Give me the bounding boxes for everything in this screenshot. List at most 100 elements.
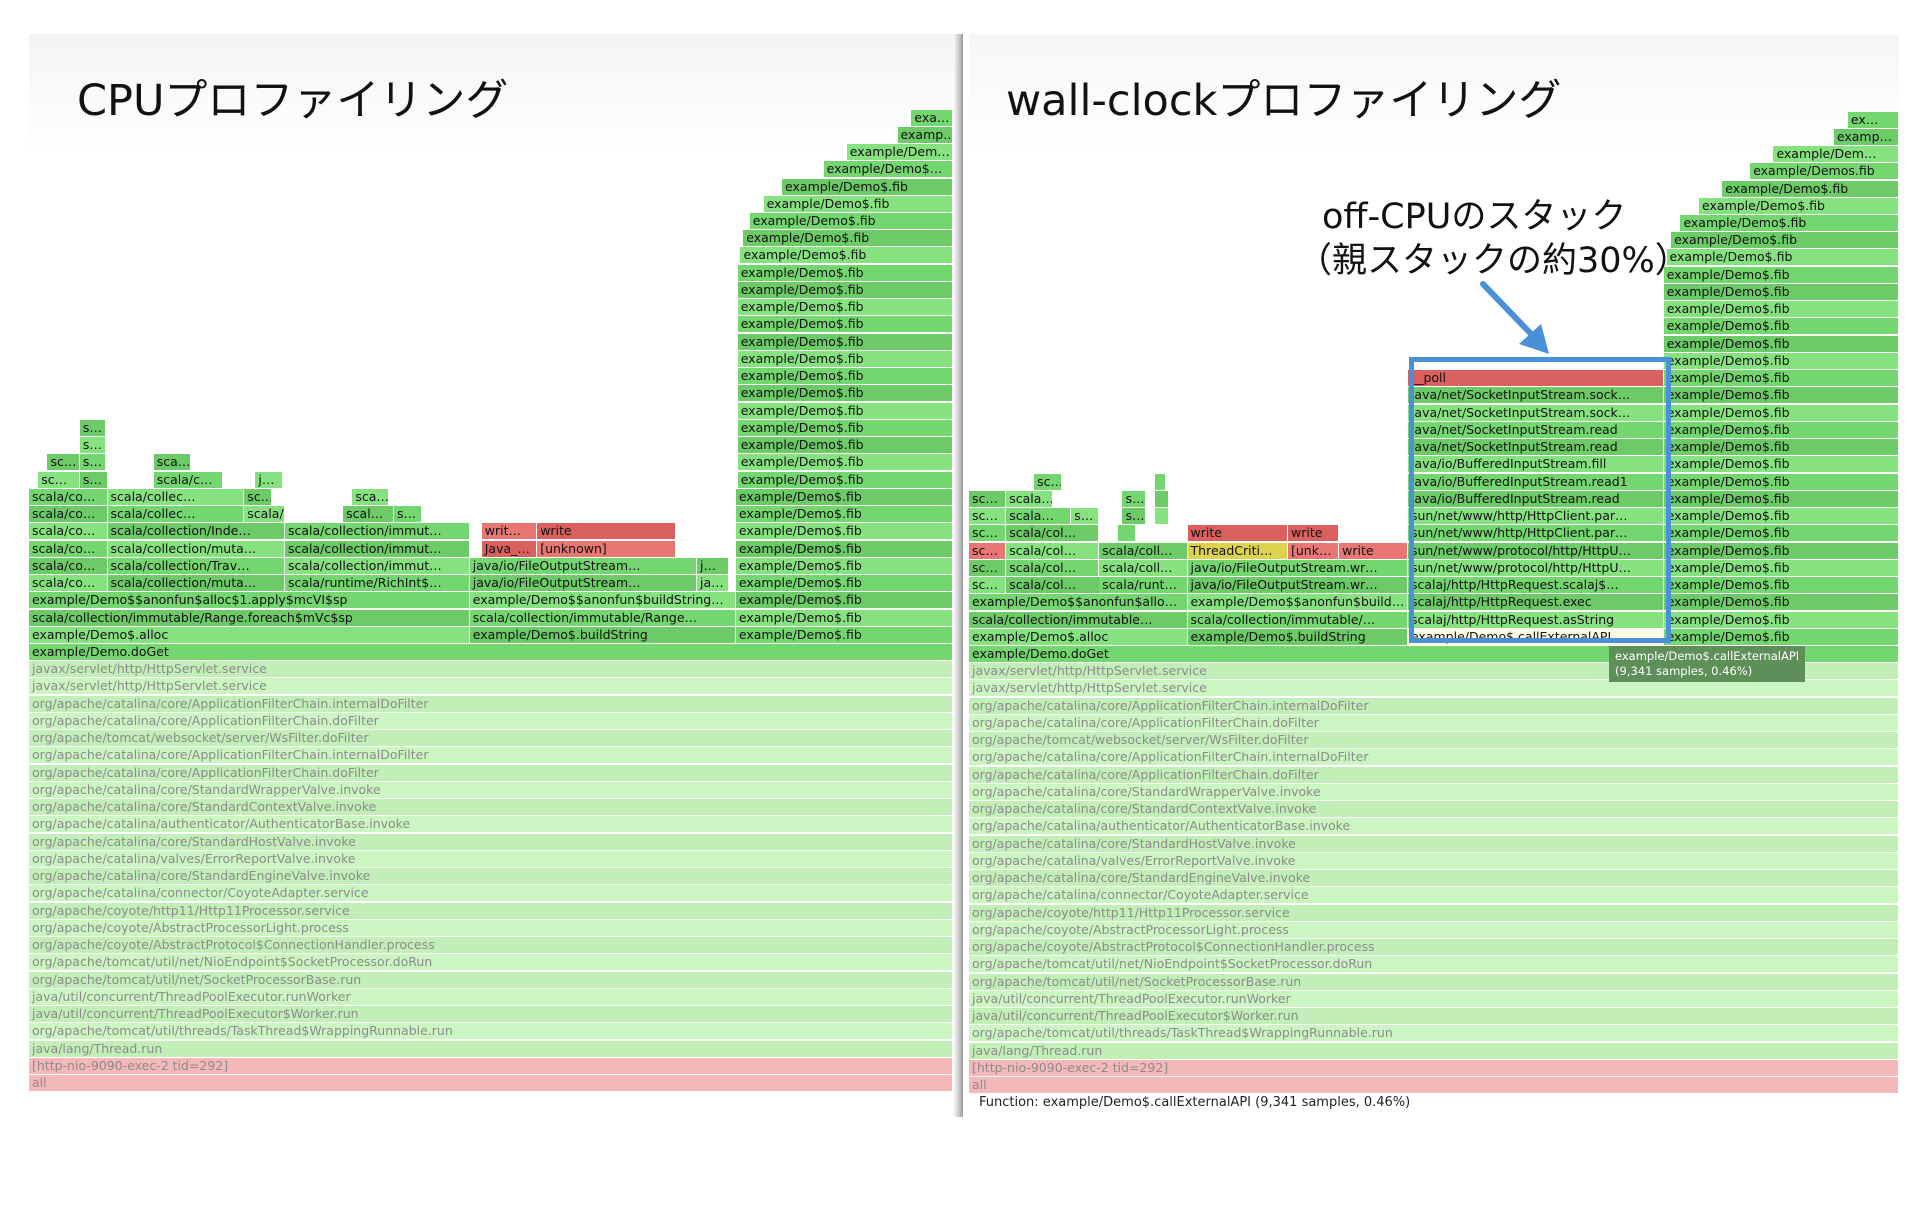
flame-frame[interactable]: org/apache/catalina/core/StandardHostVal… — [29, 833, 953, 850]
flame-frame[interactable]: example/Demo$.fib — [737, 419, 953, 436]
flame-frame[interactable]: sc… — [244, 488, 272, 505]
flame-frame[interactable]: scala/collection/Inde… — [107, 523, 285, 540]
flame-frame[interactable]: java/io/FileOutputStream.wr… — [1187, 577, 1408, 594]
flame-frame[interactable]: scala/collection/muta… — [107, 575, 285, 592]
flame-frame[interactable]: java/net/SocketInputStream.read — [1407, 421, 1664, 438]
flame-frame[interactable]: example/Demo$.fib — [1663, 559, 1899, 576]
flame-frame[interactable]: sc… — [969, 508, 1007, 525]
flame-frame[interactable]: example/Demo$.fib — [735, 592, 953, 609]
flame-frame[interactable]: all — [969, 1077, 1899, 1093]
flame-frame[interactable] — [1117, 525, 1137, 542]
flame-frame[interactable]: sun/net/www/protocol/http/HttpU… — [1407, 542, 1664, 559]
flame-frame[interactable]: scala/collection/Trav… — [107, 557, 285, 574]
flame-frame[interactable]: org/apache/catalina/core/ApplicationFilt… — [969, 714, 1899, 731]
flame-frame[interactable]: example/Demo$.fib — [735, 575, 953, 592]
flame-frame[interactable]: org/apache/catalina/core/StandardContext… — [969, 801, 1899, 818]
flame-frame[interactable]: scala/collection/immut… — [284, 540, 470, 557]
flame-frame[interactable]: org/apache/catalina/core/ApplicationFilt… — [29, 695, 953, 712]
flame-frame[interactable]: example/Demo$.alloc — [969, 628, 1188, 645]
flame-frame[interactable]: scala/co… — [29, 506, 108, 523]
flame-frame[interactable]: scal… — [343, 506, 394, 523]
flame-frame[interactable]: example/Demo$.fib — [1663, 439, 1899, 456]
flame-frame[interactable]: example/Demo$.fib — [1663, 628, 1899, 645]
flame-frame[interactable]: scala/co… — [29, 523, 108, 540]
flame-frame[interactable]: s… — [79, 437, 106, 454]
flame-frame[interactable]: j… — [255, 471, 284, 488]
flame-frame[interactable]: java/lang/Thread.run — [29, 1040, 953, 1057]
flame-frame[interactable]: example/Demo$.fib — [749, 213, 953, 229]
flame-frame[interactable]: example/Demo$.fib — [737, 299, 953, 316]
flame-frame[interactable] — [1155, 490, 1169, 507]
flame-frame[interactable]: j… — [697, 557, 730, 574]
flame-frame[interactable]: sc… — [38, 471, 80, 488]
flame-frame[interactable]: scala/collection/immutable/Range.foreach… — [29, 609, 470, 626]
flame-frame[interactable]: org/apache/catalina/connector/CoyoteAdap… — [29, 885, 953, 902]
flame-frame[interactable]: [http-nio-9090-exec-2 tid=292] — [969, 1059, 1899, 1076]
flame-frame[interactable]: example/Demo$.fib — [1663, 594, 1899, 611]
flame-frame[interactable]: org/apache/catalina/authenticator/Authen… — [969, 818, 1899, 835]
flame-frame[interactable]: sun/net/www/protocol/http/HttpU… — [1407, 559, 1664, 576]
flame-frame[interactable]: org/apache/catalina/core/ApplicationFilt… — [969, 749, 1899, 766]
flame-frame[interactable]: example/Demo$.fib — [737, 264, 953, 281]
flame-frame[interactable]: org/apache/catalina/connector/CoyoteAdap… — [969, 887, 1899, 904]
flame-frame[interactable]: example/Demos.fib — [1750, 163, 1899, 180]
flame-frame[interactable]: org/apache/tomcat/websocket/server/WsFil… — [29, 730, 953, 747]
flame-frame[interactable]: org/apache/tomcat/util/threads/TaskThrea… — [969, 1025, 1899, 1042]
flame-frame[interactable]: scala/collec… — [107, 488, 245, 505]
flame-frame[interactable]: example/Demo$.fib — [735, 506, 953, 523]
flame-frame[interactable]: example/Demo$.fib — [1663, 456, 1899, 473]
flame-frame[interactable]: writ… — [481, 523, 538, 540]
flame-frame[interactable]: java/util/concurrent/ThreadPoolExecutor$… — [969, 1008, 1899, 1025]
flame-frame[interactable]: org/apache/catalina/core/ApplicationFilt… — [969, 697, 1899, 714]
flame-frame[interactable]: org/apache/tomcat/util/net/SocketProcess… — [29, 971, 953, 988]
flame-frame[interactable]: scala… — [1006, 508, 1072, 525]
flame-frame[interactable]: Java_… — [481, 540, 538, 557]
flame-frame[interactable]: example/Demo$.fib — [737, 350, 953, 367]
flame-frame[interactable]: org/apache/tomcat/util/net/NioEndpoint$S… — [29, 954, 953, 971]
flame-frame[interactable]: example/Demo$.fib — [1663, 318, 1899, 335]
flame-frame[interactable]: java/util/concurrent/ThreadPoolExecutor.… — [969, 990, 1899, 1007]
flame-frame[interactable]: example/Demo$.fib — [1663, 542, 1899, 559]
flame-frame[interactable]: s… — [1122, 490, 1146, 507]
flame-frame[interactable]: write — [1339, 542, 1408, 559]
flame-frame[interactable]: java/io/BufferedInputStream.fill — [1407, 456, 1664, 473]
flame-frame[interactable]: ThreadCriti… — [1187, 542, 1288, 559]
flame-frame[interactable]: example/Demo$.fib — [737, 333, 953, 350]
flame-frame[interactable]: org/apache/coyote/AbstractProtocol$Conne… — [29, 937, 953, 954]
flame-frame[interactable]: example/Demo$.fib — [737, 471, 953, 488]
flame-frame[interactable]: scala/runt… — [1099, 577, 1188, 594]
flame-frame[interactable]: scala/coll… — [1099, 542, 1188, 559]
flame-frame[interactable]: example/Demo$.fib — [737, 454, 953, 471]
flame-frame[interactable]: java/net/SocketInputStream.read — [1407, 439, 1664, 456]
flame-frame[interactable]: org/apache/coyote/AbstractProtocol$Conne… — [969, 939, 1899, 956]
flame-frame[interactable]: scala/col… — [1006, 542, 1100, 559]
flame-frame[interactable]: org/apache/tomcat/websocket/server/WsFil… — [969, 732, 1899, 749]
flame-frame[interactable]: example/Demo$$anonfun$build… — [1187, 594, 1408, 611]
flame-frame[interactable]: example/Demo$.fib — [1663, 473, 1899, 490]
flame-frame[interactable]: org/apache/catalina/core/ApplicationFilt… — [29, 747, 953, 764]
flame-frame[interactable]: example/Demo$.fib — [737, 316, 953, 333]
flame-frame[interactable]: sca… — [352, 488, 390, 505]
flame-frame[interactable]: example/Demo$.fib — [782, 178, 953, 195]
flame-frame[interactable]: scala… — [1006, 490, 1053, 507]
flame-frame[interactable]: org/apache/coyote/http11/Http11Processor… — [29, 902, 953, 919]
flame-frame[interactable]: java/net/SocketInputStream.sock… — [1407, 404, 1664, 421]
flame-frame[interactable]: scala/collection/immut… — [284, 557, 470, 574]
flame-frame[interactable]: scala/collection/immutable/… — [1187, 611, 1408, 628]
flame-frame[interactable] — [1155, 508, 1169, 525]
flame-frame[interactable]: s… — [79, 471, 108, 488]
flame-frame[interactable]: org/apache/catalina/valves/ErrorReportVa… — [29, 850, 953, 867]
flame-frame[interactable]: example/Demo$.fib — [1663, 404, 1899, 421]
flame-frame[interactable]: exa… — [911, 109, 953, 126]
flame-frame[interactable]: example/Demo$.fib — [1663, 283, 1899, 300]
flame-frame[interactable]: java/io/FileOutputStream.wr… — [1187, 559, 1408, 576]
flame-frame[interactable]: example/Demo$.fib — [735, 626, 953, 643]
flame-frame[interactable]: example/Demo$$anonfun$buildString… — [469, 592, 736, 609]
flame-frame[interactable]: example/Demo$.fib — [735, 557, 953, 574]
flame-frame[interactable]: org/apache/catalina/authenticator/Authen… — [29, 816, 953, 833]
flame-frame[interactable]: sun/net/www/http/HttpClient.par… — [1407, 525, 1664, 542]
flame-frame[interactable]: javax/servlet/http/HttpServlet.service — [969, 680, 1899, 697]
flame-frame[interactable]: example/Demo$$anonfun$allo… — [969, 594, 1188, 611]
flame-frame[interactable]: org/apache/catalina/valves/ErrorReportVa… — [969, 852, 1899, 869]
flame-frame[interactable]: scala/co… — [29, 540, 108, 557]
